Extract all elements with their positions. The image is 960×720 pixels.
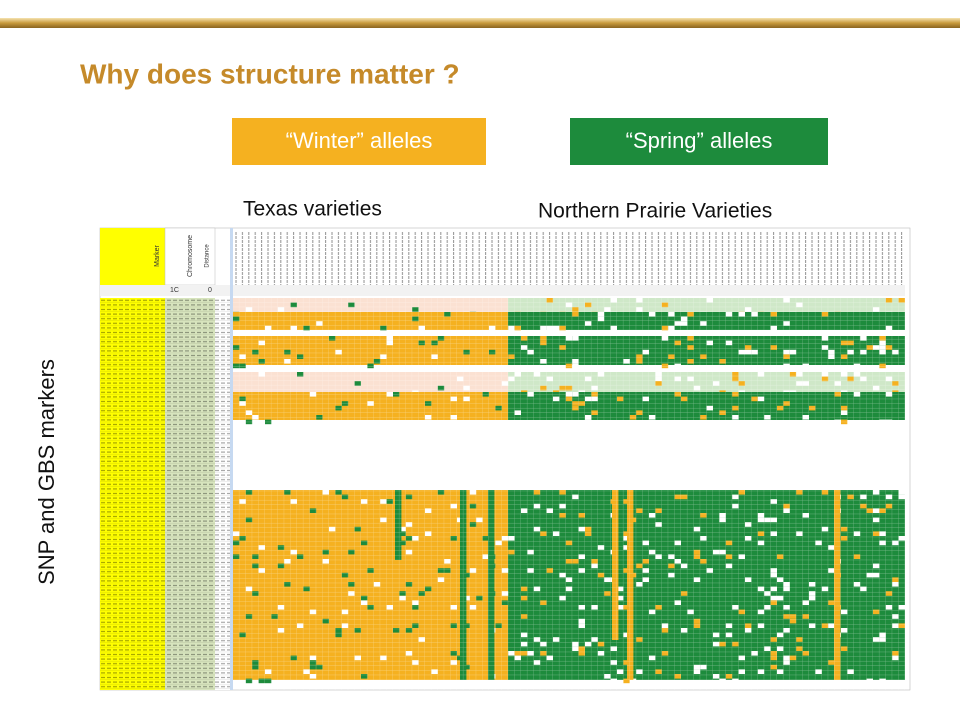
col-header: Distance (205, 244, 211, 268)
winter-label: “Winter” alleles (286, 128, 433, 153)
cell: 0 (208, 287, 212, 294)
spring-box (570, 118, 828, 165)
separator (230, 228, 233, 690)
marker-text (100, 298, 230, 690)
winter-box (232, 118, 486, 165)
group-label: Texas varieties (243, 198, 382, 221)
col-header: Marker (154, 244, 161, 266)
first-row (100, 285, 905, 296)
variety-headers (233, 230, 905, 286)
spring-label: “Spring” alleles (626, 128, 773, 153)
cell: 1C (170, 287, 179, 294)
top-bar (0, 18, 960, 28)
title: Why does structure matter ? (80, 58, 460, 89)
marker-header (100, 228, 165, 285)
col-header: Chromosome (187, 235, 194, 277)
group-label: Northern Prairie Varieties (538, 200, 772, 223)
spreadsheet: Marker Chromosome Distance 1C 0 (99, 227, 911, 691)
cell-grid (233, 298, 905, 690)
side-label: SNP and GBS markers (34, 359, 59, 585)
